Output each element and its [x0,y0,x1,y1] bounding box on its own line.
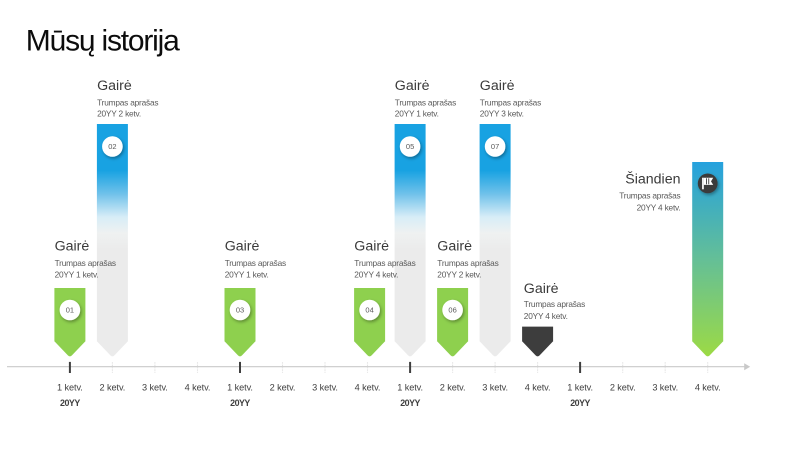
svg-text:03: 03 [236,306,244,315]
svg-text:20YY 1 ketv.: 20YY 1 ketv. [55,270,99,280]
svg-text:20YY 2 ketv.: 20YY 2 ketv. [97,109,141,119]
svg-text:Trumpas aprašas: Trumpas aprašas [395,98,456,108]
svg-text:4 ketv.: 4 ketv. [695,382,721,392]
svg-text:Gairė: Gairė [354,239,389,255]
svg-text:Trumpas aprašas: Trumpas aprašas [480,98,541,108]
svg-text:Trumpas aprašas: Trumpas aprašas [619,191,680,201]
svg-text:Gairė: Gairė [55,239,90,255]
svg-text:Gairė: Gairė [97,78,132,94]
svg-text:Trumpas aprašas: Trumpas aprašas [97,98,158,108]
svg-text:Gairė: Gairė [524,281,559,297]
svg-text:20YY: 20YY [230,398,250,408]
svg-text:20YY 4 ketv.: 20YY 4 ketv. [637,202,681,212]
svg-text:20YY 3 ketv.: 20YY 3 ketv. [480,109,524,119]
svg-text:Trumpas aprašas: Trumpas aprašas [55,258,116,268]
svg-text:05: 05 [406,142,414,151]
svg-text:Trumpas aprašas: Trumpas aprašas [437,258,498,268]
svg-text:06: 06 [448,306,456,315]
svg-text:2 ketv.: 2 ketv. [270,382,296,392]
svg-text:Trumpas aprašas: Trumpas aprašas [524,299,585,309]
svg-text:2 ketv.: 2 ketv. [440,382,466,392]
svg-text:2 ketv.: 2 ketv. [610,382,636,392]
svg-text:4 ketv.: 4 ketv. [185,382,211,392]
svg-text:4 ketv.: 4 ketv. [525,382,551,392]
svg-text:3 ketv.: 3 ketv. [142,382,168,392]
svg-text:1 ketv.: 1 ketv. [567,382,593,392]
svg-text:07: 07 [491,142,499,151]
svg-text:20YY 1 ketv.: 20YY 1 ketv. [225,270,269,280]
svg-text:20YY 4 ketv.: 20YY 4 ketv. [354,270,398,280]
svg-text:20YY: 20YY [570,398,590,408]
svg-text:1 ketv.: 1 ketv. [57,382,83,392]
svg-text:20YY: 20YY [60,398,80,408]
svg-text:01: 01 [66,306,74,315]
svg-text:02: 02 [108,142,116,151]
svg-text:1 ketv.: 1 ketv. [227,382,253,392]
svg-text:Gairė: Gairė [480,78,515,94]
svg-text:20YY 1 ketv.: 20YY 1 ketv. [395,109,439,119]
svg-text:3 ketv.: 3 ketv. [652,382,678,392]
svg-text:Trumpas aprašas: Trumpas aprašas [354,258,415,268]
svg-text:3 ketv.: 3 ketv. [312,382,338,392]
svg-text:20YY 4 ketv.: 20YY 4 ketv. [524,311,568,321]
svg-text:04: 04 [365,306,373,315]
svg-text:Gairė: Gairė [437,239,472,255]
svg-text:20YY: 20YY [400,398,420,408]
svg-text:Gairė: Gairė [225,239,260,255]
svg-text:Mūsų istorija: Mūsų istorija [26,24,180,57]
svg-text:4 ketv.: 4 ketv. [355,382,381,392]
svg-text:Šiandien: Šiandien [625,171,680,188]
svg-text:Trumpas aprašas: Trumpas aprašas [225,258,286,268]
svg-text:1 ketv.: 1 ketv. [397,382,423,392]
svg-text:Gairė: Gairė [395,78,430,94]
svg-text:2 ketv.: 2 ketv. [100,382,126,392]
svg-text:3 ketv.: 3 ketv. [482,382,508,392]
svg-text:20YY 2 ketv.: 20YY 2 ketv. [437,270,481,280]
